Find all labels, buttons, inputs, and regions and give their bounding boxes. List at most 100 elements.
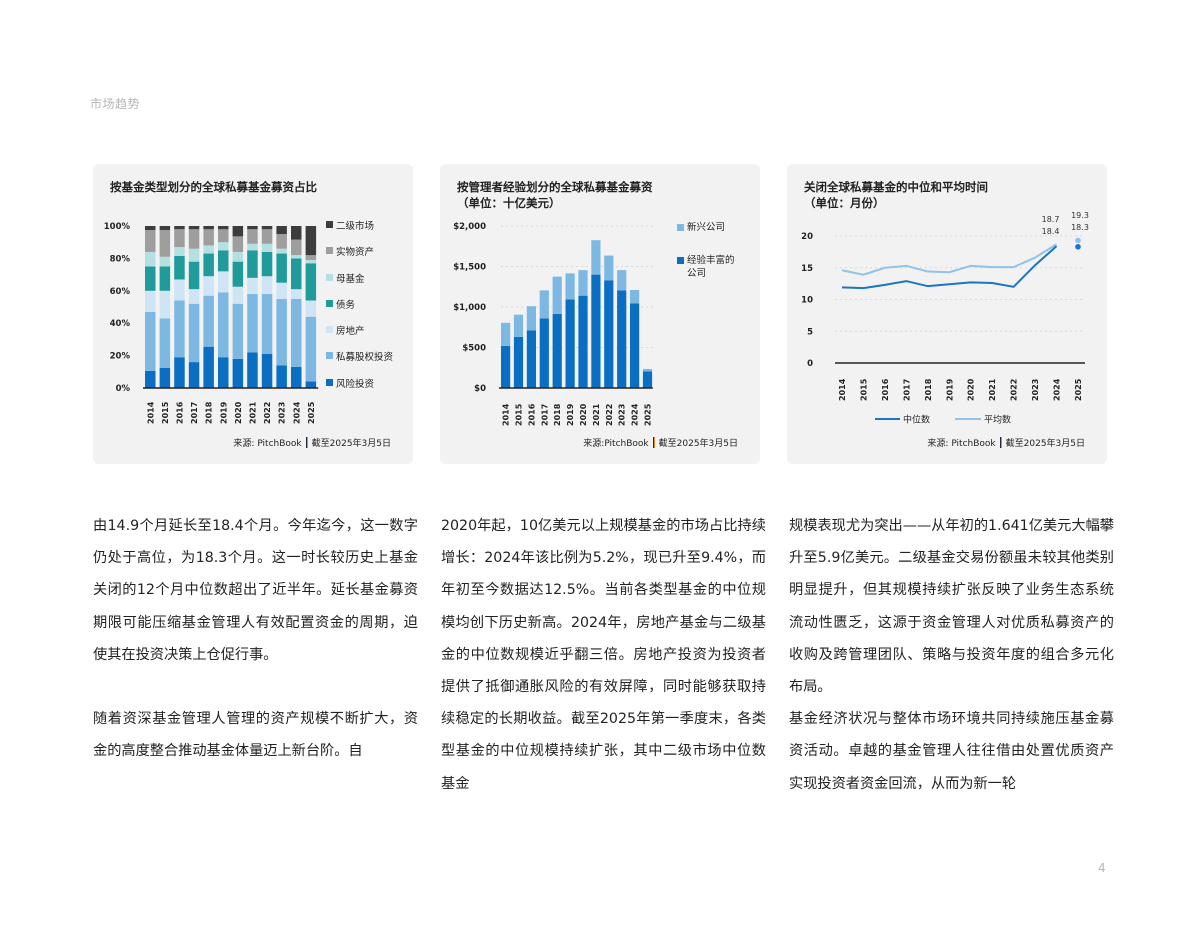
bar-segment [276,226,287,235]
bar-segment [261,294,273,354]
bar-segment [565,299,575,388]
bar-segment [203,253,214,277]
y-tick-label: 80% [110,254,131,264]
legend-item: 风险投资 [326,376,393,402]
paragraph: 2020年起，10亿美元以上规模基金的市场占比持续增长：2024年该比例为5.2… [441,518,766,792]
bar-segment [578,295,588,388]
x-tick-label: 2019 [945,378,954,401]
bar-segment [174,300,185,358]
x-tick-label: 2015 [859,378,868,401]
data-label: 19.3 [1071,211,1089,220]
bar-segment [188,303,200,363]
legend-label: 中位数 [903,414,930,426]
bar-segment [218,357,229,388]
average-line [841,243,1058,276]
data-label: 18.7 [1042,215,1060,224]
bar-segment [539,290,549,319]
bar-segment [630,303,640,388]
bar-segment [261,276,273,295]
bar-segment [247,277,258,295]
source-date: 截至2025年3月5日 [1005,439,1085,449]
legend-label: 二级市场 [336,221,375,232]
paragraph: 由14.9个月延长至18.4个月。今年迄今，这一数字仍处于高位，为18.3个月。… [93,518,418,663]
paragraph: 规模表现尤为突出——从年初的1.641亿美元大幅攀升至5.9亿美元。二级基金交易… [789,518,1114,696]
x-tick-label: 2019 [566,403,575,426]
bar-segment [305,255,317,261]
bar-segment [305,316,317,382]
x-tick-label: 2023 [1031,379,1040,401]
chart-title: 按基金类型划分的全球私募基金募资占比 [110,180,317,194]
bar-segment [552,276,562,314]
bar-segment [552,313,562,388]
median-line [841,245,1058,290]
x-tick-label: 2015 [515,403,524,426]
bar-segment [501,345,511,388]
legend-item: 债务 [326,297,393,323]
legend-swatch [677,257,684,264]
bar-segment [291,258,302,290]
bar-segment [276,365,287,388]
bar-segment [291,289,302,299]
x-tick-label: 2014 [146,401,155,424]
bar-segment [232,261,244,287]
bar-segment [276,248,287,254]
bar-segment [188,362,200,388]
bar-segment [247,250,258,278]
x-tick-label: 2023 [618,404,627,426]
bar-segment [305,263,317,301]
bar-segment [276,234,287,249]
legend-item: 私募股权投资 [326,349,393,375]
bar-segment [291,255,302,259]
y-tick-label: 0% [116,384,131,394]
x-tick-label: 2025 [307,401,316,424]
x-tick-label: 2014 [502,403,511,426]
bar-segment [232,226,244,237]
x-tick-label: 2021 [988,378,997,401]
chart-legend: 新兴公司 经验丰富的公司 [677,221,747,280]
bar-segment [276,298,287,366]
bar-segment [261,229,273,244]
chart-card-fund-type-share: 按基金类型划分的全球私募基金募资占比 0% 20% 40% 60% 80% 100% 201… [93,164,413,464]
legend-swatch [677,224,684,231]
source-date: 截至2025年3月5日 [658,439,738,449]
source-divider [305,437,308,448]
bar-segment [203,229,214,246]
chart-source: 来源: PitchBook 截至2025年3月5日 [927,436,1085,449]
source-text: 来源:PitchBook [583,439,649,449]
bar-segment [174,255,185,280]
bar-segment [617,270,627,291]
x-tick-label: 2025 [644,403,653,426]
bar-segment [305,300,317,317]
bar-segment [232,358,244,388]
bar-segment [276,282,287,299]
x-tick-label: 2018 [924,378,933,401]
bar-segment [203,226,214,230]
chart-card-time-to-close: 关闭全球私募基金的中位和平均时间 （单位：月份） 0 5 10 15 20 2014 201… [787,164,1107,464]
bar-segment [188,229,200,249]
chart-title-line2: （单位：月份） [804,196,885,210]
bar-segment [232,236,244,252]
x-tick-label: 2019 [219,401,228,424]
y-tick-label: 10 [801,296,813,306]
chart-title-line1: 关闭全球私募基金的中位和平均时间 [804,180,988,194]
y-tick-label: 40% [110,319,131,329]
bar-segment [305,226,317,256]
bar-segment [642,371,653,388]
bar-segment [291,239,302,256]
x-tick-label: 2015 [161,401,170,424]
bar-segment [145,370,156,388]
bar-segment [203,245,214,254]
bar-segment [159,318,171,368]
y-tick-label: $1,500 [453,263,486,273]
bar-segment [145,251,156,267]
legend-label: 私募股权投资 [336,352,394,364]
bar-segment [174,279,185,301]
chart-source: 来源: PitchBook 截至2025年3月5日 [233,436,391,449]
bar-segment [174,226,185,230]
legend-label: 债务 [336,299,356,311]
x-tick-label: 2021 [592,403,601,426]
x-tick-label: 2020 [579,403,588,426]
legend-label: 风险投资 [336,378,375,390]
bar-segment [145,226,156,231]
bar-segment [261,226,273,230]
